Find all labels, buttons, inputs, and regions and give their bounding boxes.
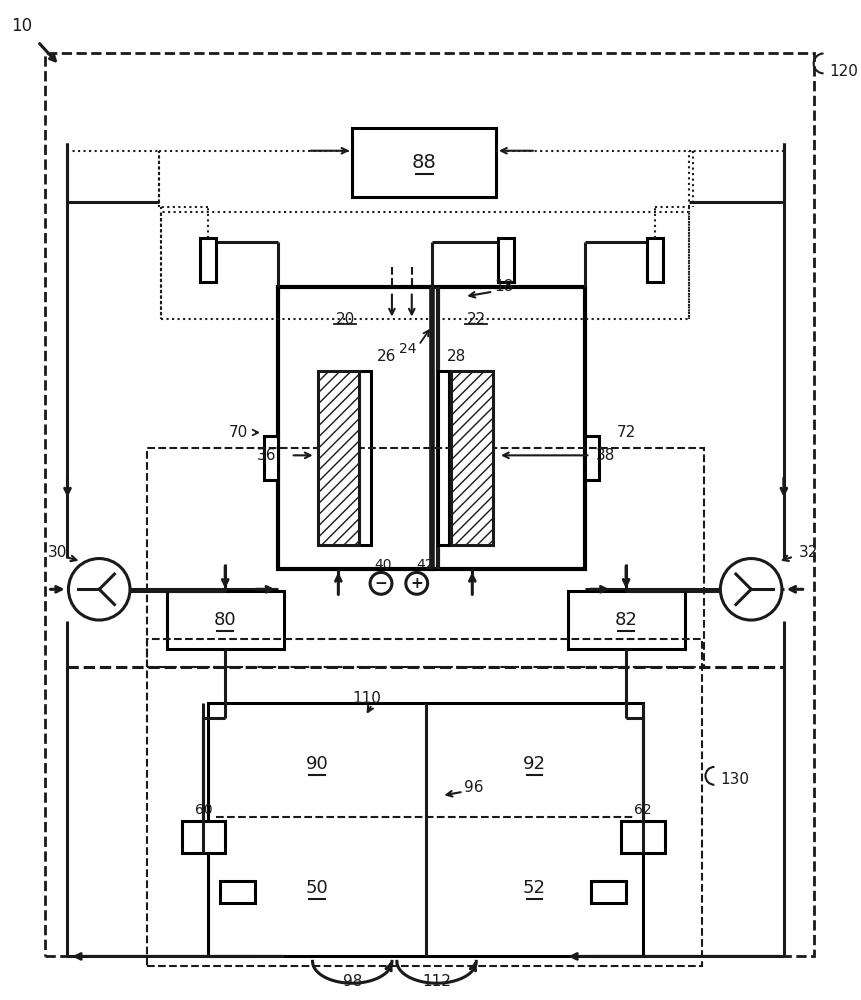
- Text: 36: 36: [256, 448, 276, 463]
- Bar: [182, 821, 225, 853]
- Text: 72: 72: [616, 425, 635, 440]
- Bar: [567, 591, 684, 649]
- Bar: [220, 881, 255, 903]
- Text: 130: 130: [720, 772, 748, 787]
- Bar: [591, 881, 625, 903]
- Bar: [317, 371, 359, 545]
- Text: 42: 42: [416, 558, 433, 572]
- Text: 24: 24: [399, 342, 416, 356]
- Bar: [277, 287, 431, 569]
- Bar: [208, 703, 642, 956]
- Bar: [160, 212, 688, 319]
- Text: +: +: [410, 576, 423, 591]
- Text: 52: 52: [523, 879, 545, 897]
- Text: 82: 82: [614, 611, 637, 629]
- Bar: [146, 448, 703, 667]
- Text: 96: 96: [464, 780, 483, 795]
- Circle shape: [68, 559, 130, 620]
- Text: 30: 30: [48, 545, 67, 560]
- Text: −: −: [375, 576, 387, 591]
- Bar: [263, 436, 277, 480]
- Text: 110: 110: [352, 691, 381, 706]
- Bar: [359, 371, 371, 545]
- Text: 50: 50: [306, 879, 328, 897]
- Text: 38: 38: [595, 448, 614, 463]
- Text: 112: 112: [422, 974, 450, 989]
- Bar: [352, 128, 496, 197]
- Bar: [201, 238, 216, 282]
- Text: 18: 18: [493, 279, 513, 294]
- Text: 92: 92: [523, 755, 545, 773]
- Bar: [621, 821, 664, 853]
- Bar: [146, 639, 702, 966]
- Text: 98: 98: [342, 974, 362, 989]
- Bar: [585, 436, 598, 480]
- Bar: [498, 238, 513, 282]
- Bar: [166, 591, 283, 649]
- Text: 62: 62: [634, 803, 651, 817]
- Bar: [437, 371, 449, 545]
- Circle shape: [369, 572, 392, 594]
- Text: 22: 22: [466, 312, 486, 327]
- Text: 10: 10: [11, 17, 33, 35]
- Bar: [431, 287, 585, 569]
- Bar: [451, 371, 492, 545]
- Circle shape: [720, 559, 781, 620]
- Text: 70: 70: [228, 425, 248, 440]
- Circle shape: [406, 572, 427, 594]
- Text: 60: 60: [195, 803, 212, 817]
- Text: 28: 28: [446, 349, 466, 364]
- Text: 88: 88: [412, 153, 436, 172]
- Text: 40: 40: [374, 558, 391, 572]
- Text: 20: 20: [335, 312, 355, 327]
- Bar: [45, 53, 813, 956]
- Text: 120: 120: [828, 64, 858, 79]
- Bar: [647, 238, 662, 282]
- Text: 90: 90: [306, 755, 328, 773]
- Text: 80: 80: [214, 611, 236, 629]
- Text: 32: 32: [798, 545, 817, 560]
- Text: 26: 26: [377, 349, 396, 364]
